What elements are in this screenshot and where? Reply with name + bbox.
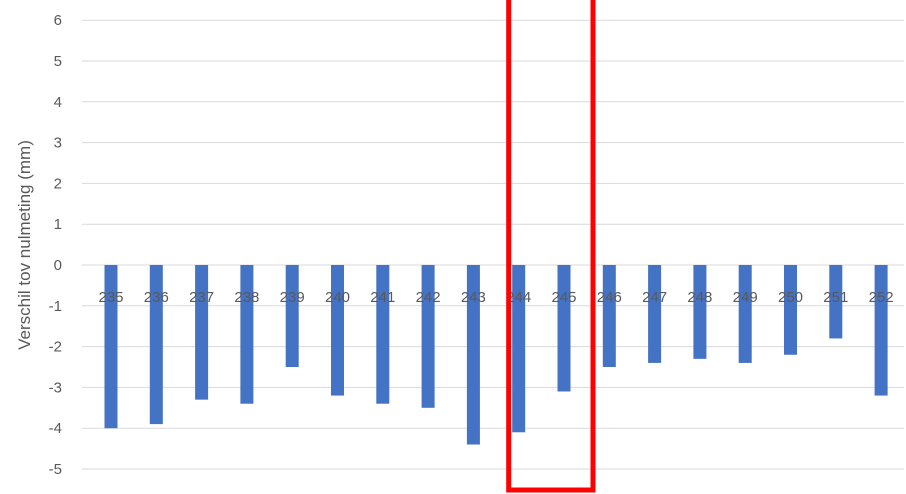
bar-251	[829, 265, 843, 339]
highlight-box	[506, 0, 596, 493]
bar-247	[648, 265, 662, 363]
y-axis-title: Verschil tov nulmeting (mm)	[15, 140, 34, 350]
bar-245	[557, 265, 571, 392]
bar-241	[376, 265, 390, 404]
y-tick-label: -1	[49, 298, 62, 315]
y-tick-label: 0	[54, 257, 62, 274]
x-tick-label: 241	[370, 289, 395, 306]
bar-246	[602, 265, 616, 367]
x-tick-label: 245	[551, 289, 576, 306]
x-tick-label: 240	[325, 289, 350, 306]
y-tick-label: 3	[54, 135, 62, 152]
x-tick-label: 249	[733, 289, 758, 306]
x-tick-label: 250	[778, 289, 803, 306]
bar-239	[285, 265, 299, 367]
bar-252	[874, 265, 888, 396]
x-tick-labels: 235 236 237 238 239 240 241 242 243 244 245 246 247 2…	[98, 289, 893, 306]
y-tick-label: 4	[54, 94, 62, 111]
bar-242	[421, 265, 435, 408]
bar-250	[784, 265, 797, 355]
x-tick-label: 244	[506, 289, 531, 306]
x-tick-label: 248	[687, 289, 712, 306]
x-tick-label: 246	[597, 289, 622, 306]
y-tick-label: -3	[49, 379, 62, 396]
x-tick-label: 235	[98, 289, 123, 306]
bar-243	[466, 265, 480, 445]
bar-249	[738, 265, 752, 363]
x-tick-label: 239	[280, 289, 305, 306]
y-tick-label: -5	[49, 461, 62, 478]
x-tick-label: 252	[869, 289, 894, 306]
y-tick-label: -4	[49, 420, 62, 437]
y-tick-label: 2	[54, 175, 62, 192]
bar-240	[331, 265, 344, 396]
x-tick-label: 247	[642, 289, 667, 306]
bar-238	[240, 265, 254, 404]
y-tick-label: 1	[54, 216, 62, 233]
x-tick-label: 242	[416, 289, 441, 306]
bar-series	[104, 265, 888, 445]
bar-248	[693, 265, 707, 359]
y-tick-labels: 6 5 4 3 2 1 0 -1 -2 -3 -4 -5	[49, 12, 62, 478]
x-tick-label: 243	[461, 289, 486, 306]
x-tick-label: 238	[234, 289, 259, 306]
bar-237	[195, 265, 209, 400]
bar-244	[512, 265, 526, 433]
y-tick-label: -2	[49, 339, 62, 356]
x-tick-label: 236	[144, 289, 169, 306]
y-tick-label: 6	[54, 12, 62, 29]
x-tick-label: 251	[823, 289, 848, 306]
bar-236	[149, 265, 163, 425]
bar-235	[104, 265, 118, 429]
y-tick-label: 5	[54, 53, 62, 70]
gridlines	[82, 19, 904, 470]
x-tick-label: 237	[189, 289, 214, 306]
